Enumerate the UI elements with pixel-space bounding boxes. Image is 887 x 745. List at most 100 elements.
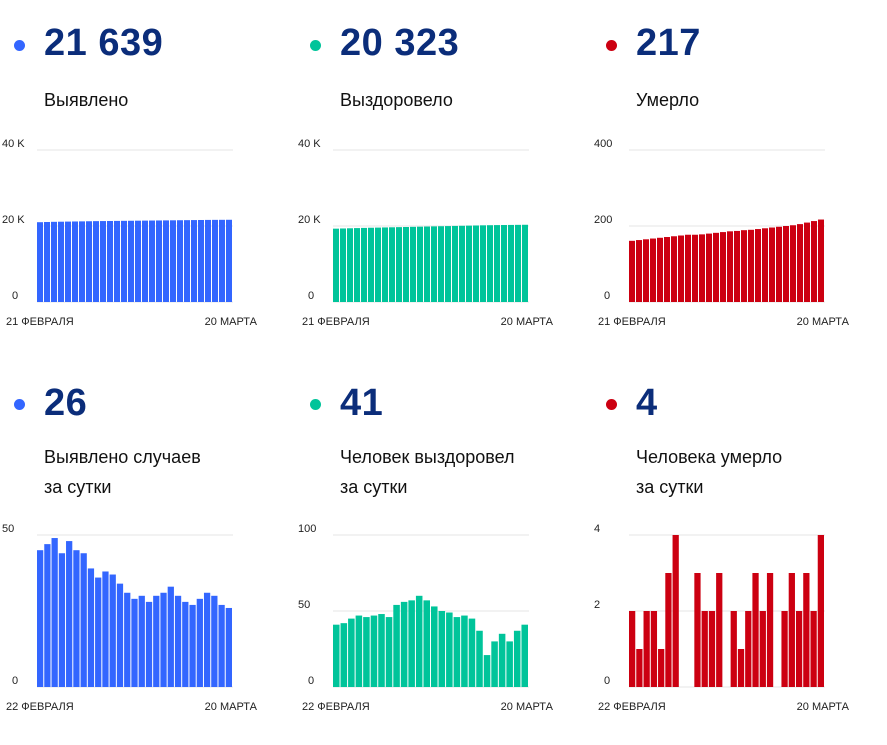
bar xyxy=(177,220,183,302)
bar xyxy=(212,219,218,302)
bar xyxy=(629,611,636,687)
bar xyxy=(65,221,71,302)
bar xyxy=(650,611,658,687)
deaths-daily-sublabel: за сутки xyxy=(636,477,704,497)
bar xyxy=(135,220,141,302)
x-tick-label-start: 22 ФЕВРАЛЯ xyxy=(6,701,74,713)
bar xyxy=(508,224,514,302)
bar xyxy=(363,617,370,687)
y-tick-label: 0 xyxy=(308,290,314,302)
bar xyxy=(203,592,211,687)
x-tick-label-end: 20 МАРТА xyxy=(797,701,850,713)
bar xyxy=(476,630,483,687)
bar xyxy=(506,641,513,687)
legend-dot xyxy=(14,399,25,410)
y-tick-label: 50 xyxy=(298,599,310,611)
bar xyxy=(804,222,810,302)
x-tick-label-end: 20 МАРТА xyxy=(501,316,554,328)
detected-total-label: Выявлено xyxy=(44,90,129,110)
bar xyxy=(468,618,476,687)
bar xyxy=(672,535,679,687)
bar xyxy=(124,592,131,687)
bar xyxy=(121,220,127,302)
bar xyxy=(438,611,446,687)
bar xyxy=(95,577,102,687)
bar xyxy=(431,606,438,687)
recovered-daily-sublabel: за сутки xyxy=(340,477,408,497)
bar xyxy=(459,225,465,302)
bar xyxy=(189,604,196,687)
y-tick-label: 400 xyxy=(594,138,612,150)
x-tick-label-start: 21 ФЕВРАЛЯ xyxy=(598,316,666,328)
bar xyxy=(657,237,663,302)
bar xyxy=(452,225,458,302)
recovered-total-chart: 0 20 K 40 K 21 ФЕВРАЛЯ 20 МАРТА xyxy=(298,138,554,328)
x-tick-label-start: 22 ФЕВРАЛЯ xyxy=(302,701,370,713)
bar xyxy=(396,227,402,302)
bar xyxy=(219,219,225,302)
x-tick-label-end: 20 МАРТА xyxy=(205,701,258,713)
bar xyxy=(100,221,106,302)
bar xyxy=(107,220,113,302)
bar xyxy=(333,624,340,687)
bar xyxy=(51,538,58,687)
x-tick-label-start: 22 ФЕВРАЛЯ xyxy=(598,701,666,713)
bar xyxy=(93,221,99,302)
bar xyxy=(382,227,388,302)
y-tick-label: 0 xyxy=(604,675,610,687)
detected-daily-chart: 0 50 22 ФЕВРАЛЯ 20 МАРТА xyxy=(2,523,258,713)
bar xyxy=(361,227,367,302)
bar xyxy=(51,221,57,302)
bar xyxy=(701,611,708,687)
bar xyxy=(453,617,461,687)
bar xyxy=(423,600,430,687)
legend-dot xyxy=(606,40,617,51)
bar xyxy=(769,227,775,302)
bar xyxy=(44,222,50,302)
panel-detected-total: 21 639 Выявлено 0 20 K 40 K 21 ФЕВРАЛЯ 20 МА… xyxy=(0,0,290,365)
bar xyxy=(196,598,203,687)
bar xyxy=(762,228,768,302)
bar xyxy=(347,228,353,302)
bar xyxy=(37,550,44,687)
bar xyxy=(205,219,211,302)
bar xyxy=(66,541,73,687)
bar xyxy=(636,240,642,302)
bar xyxy=(795,611,803,687)
bar xyxy=(145,601,153,687)
bar xyxy=(483,655,491,687)
bar xyxy=(664,237,670,302)
bar xyxy=(810,611,817,687)
bar xyxy=(431,226,437,302)
bar xyxy=(708,611,716,687)
bar xyxy=(225,607,232,687)
bar xyxy=(355,615,363,687)
recovered-daily-label: Человек выздоровел xyxy=(340,447,515,467)
deaths-daily-label: Человека умерло xyxy=(636,447,783,467)
legend-dot xyxy=(14,40,25,51)
bar xyxy=(333,228,339,302)
bar xyxy=(776,226,782,302)
bar xyxy=(446,612,453,687)
bar xyxy=(720,232,726,302)
bar xyxy=(438,226,444,302)
bar xyxy=(694,573,701,687)
bar xyxy=(473,225,479,302)
bar xyxy=(501,225,507,302)
bar xyxy=(79,221,85,302)
bar xyxy=(755,229,761,302)
recovered-daily-chart: 0 50 100 22 ФЕВРАЛЯ 20 МАРТА xyxy=(298,523,554,713)
bar xyxy=(109,574,116,687)
detected-daily-label: Выявлено случаев xyxy=(44,447,201,467)
bar xyxy=(72,221,78,302)
y-tick-label: 0 xyxy=(604,290,610,302)
x-tick-label-start: 21 ФЕВРАЛЯ xyxy=(6,316,74,328)
deaths-total-chart: 0 200 400 21 ФЕВРАЛЯ 20 МАРТА xyxy=(594,138,850,328)
y-tick-label: 20 K xyxy=(2,214,25,226)
bar xyxy=(375,227,381,302)
bar xyxy=(174,595,182,687)
bar xyxy=(142,220,148,302)
deaths-daily-value: 4 xyxy=(636,382,658,424)
y-tick-label: 100 xyxy=(298,523,316,535)
bar xyxy=(128,220,134,302)
